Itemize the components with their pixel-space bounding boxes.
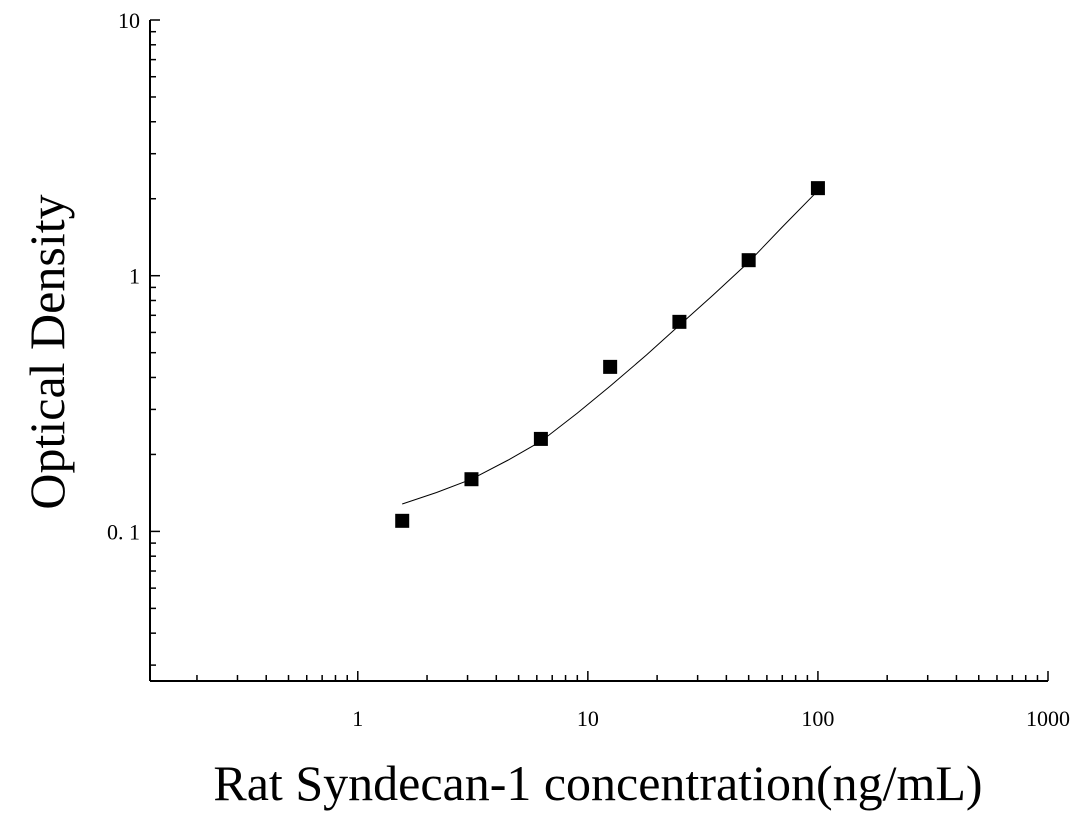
y-tick-label: 10	[118, 8, 140, 33]
x-tick-label: 1	[352, 706, 363, 731]
data-point	[810, 181, 825, 196]
data-point	[741, 253, 756, 268]
y-axis-title: Optical Density	[19, 194, 75, 509]
x-tick-label: 10	[577, 706, 599, 731]
data-point	[603, 359, 618, 374]
data-point	[533, 431, 548, 446]
ticks	[150, 19, 1049, 681]
data-point	[464, 472, 479, 487]
data-points	[395, 181, 825, 528]
tick-labels: 1 10 100 1000 0. 1 1 10	[107, 8, 1070, 731]
data-point	[395, 513, 410, 528]
fit-curve	[402, 190, 819, 505]
y-tick-label: 0. 1	[107, 519, 140, 544]
axes	[149, 20, 1048, 682]
x-axis-title: Rat Syndecan-1 concentration(ng/mL)	[213, 755, 982, 811]
x-tick-label: 1000	[1026, 706, 1070, 731]
x-tick-label: 100	[801, 706, 834, 731]
y-tick-label: 1	[129, 264, 140, 289]
data-point	[672, 314, 687, 329]
